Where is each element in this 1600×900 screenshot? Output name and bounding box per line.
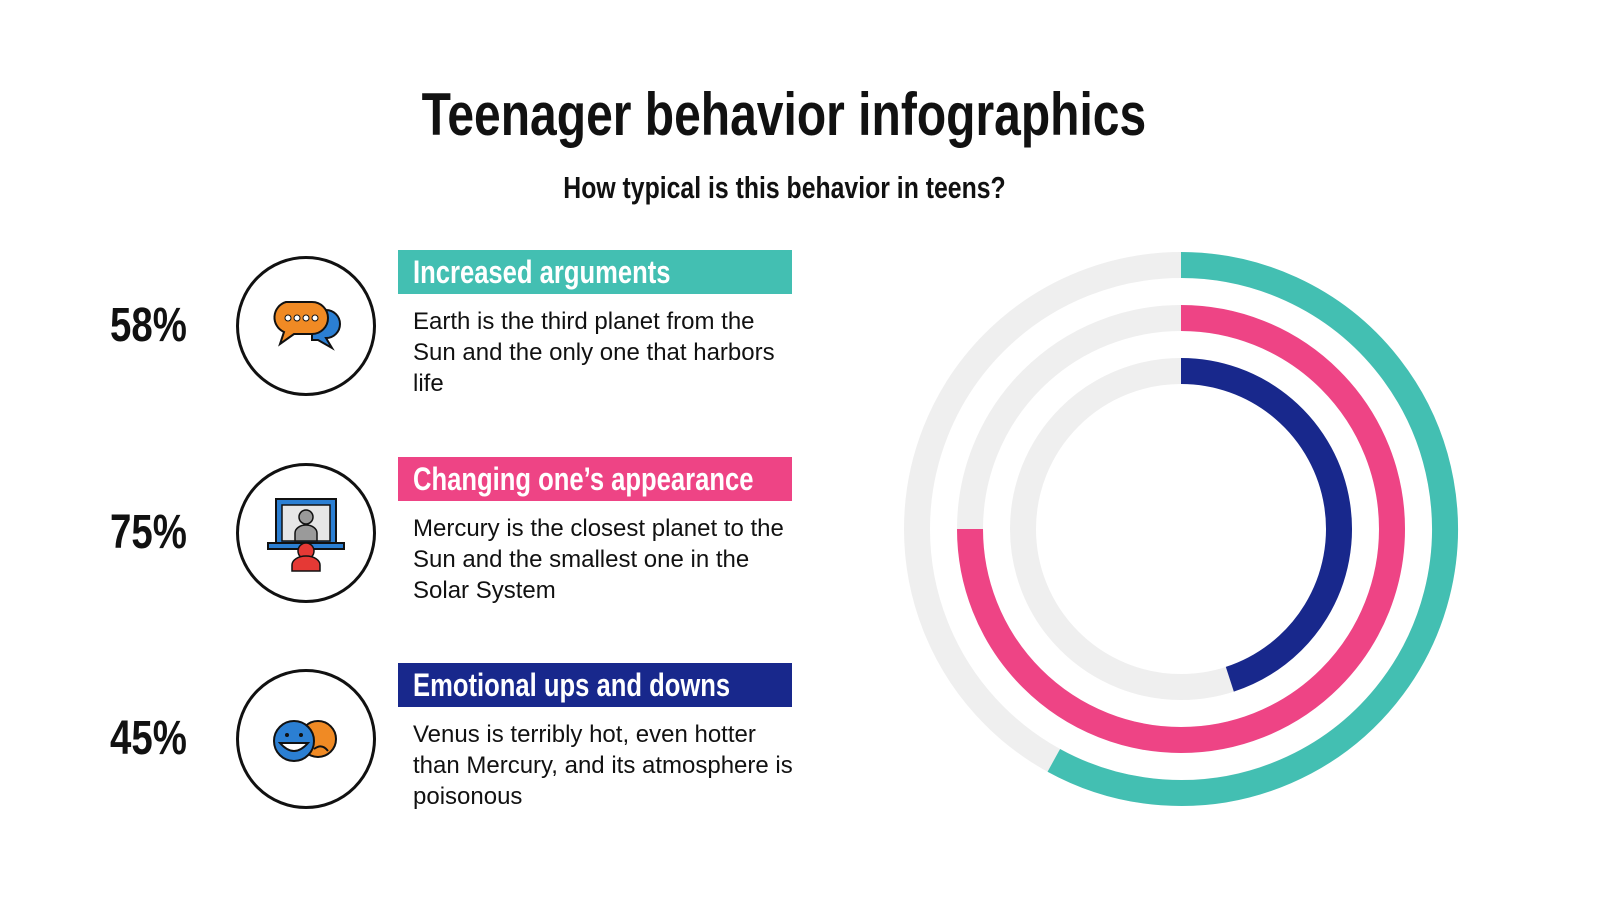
- title-container: Teenager behavior infographics: [0, 80, 1568, 149]
- category-description: Earth is the third planet from the Sun a…: [413, 308, 775, 397]
- category-header: Increased arguments: [398, 250, 792, 294]
- page-title: Teenager behavior infographics: [421, 81, 1147, 148]
- ring-bar-1: [1047, 252, 1458, 806]
- category-label: Changing one’s appearance: [413, 461, 754, 497]
- ring-bar-2: [957, 305, 1405, 753]
- category-label: Emotional ups and downs: [413, 667, 731, 703]
- subtitle-container: How typical is this behavior in teens?: [0, 170, 1568, 206]
- behavior-row-emotions: 45% Emotional ups and downs Venus is ter…: [0, 663, 820, 813]
- category-description: Mercury is the closest planet to the Sun…: [413, 515, 784, 604]
- happy-sad-faces-icon: [273, 720, 337, 762]
- behavior-row-arguments: 58% Increased arguments Earth is the thi…: [0, 250, 820, 400]
- category-description: Venus is terribly hot, even hotter than …: [413, 721, 793, 810]
- mirror-person-icon: [267, 498, 345, 572]
- page-subtitle: How typical is this behavior in teens?: [562, 170, 1006, 205]
- category-header: Emotional ups and downs: [398, 663, 792, 707]
- percent-label: 45%: [110, 712, 187, 765]
- percent-label: 75%: [110, 506, 187, 559]
- percent-label: 58%: [110, 299, 187, 352]
- icon-circle: [236, 256, 376, 396]
- icon-circle: [236, 463, 376, 603]
- speech-bubbles-icon: [273, 301, 341, 351]
- category-header: Changing one’s appearance: [398, 457, 792, 501]
- behavior-row-appearance: 75% Changing one’s appearance Mercury is…: [0, 457, 820, 607]
- icon-circle: [236, 669, 376, 809]
- radial-bar-chart: [904, 252, 1458, 806]
- ring-bar-3: [1180, 358, 1352, 692]
- category-label: Increased arguments: [413, 254, 671, 290]
